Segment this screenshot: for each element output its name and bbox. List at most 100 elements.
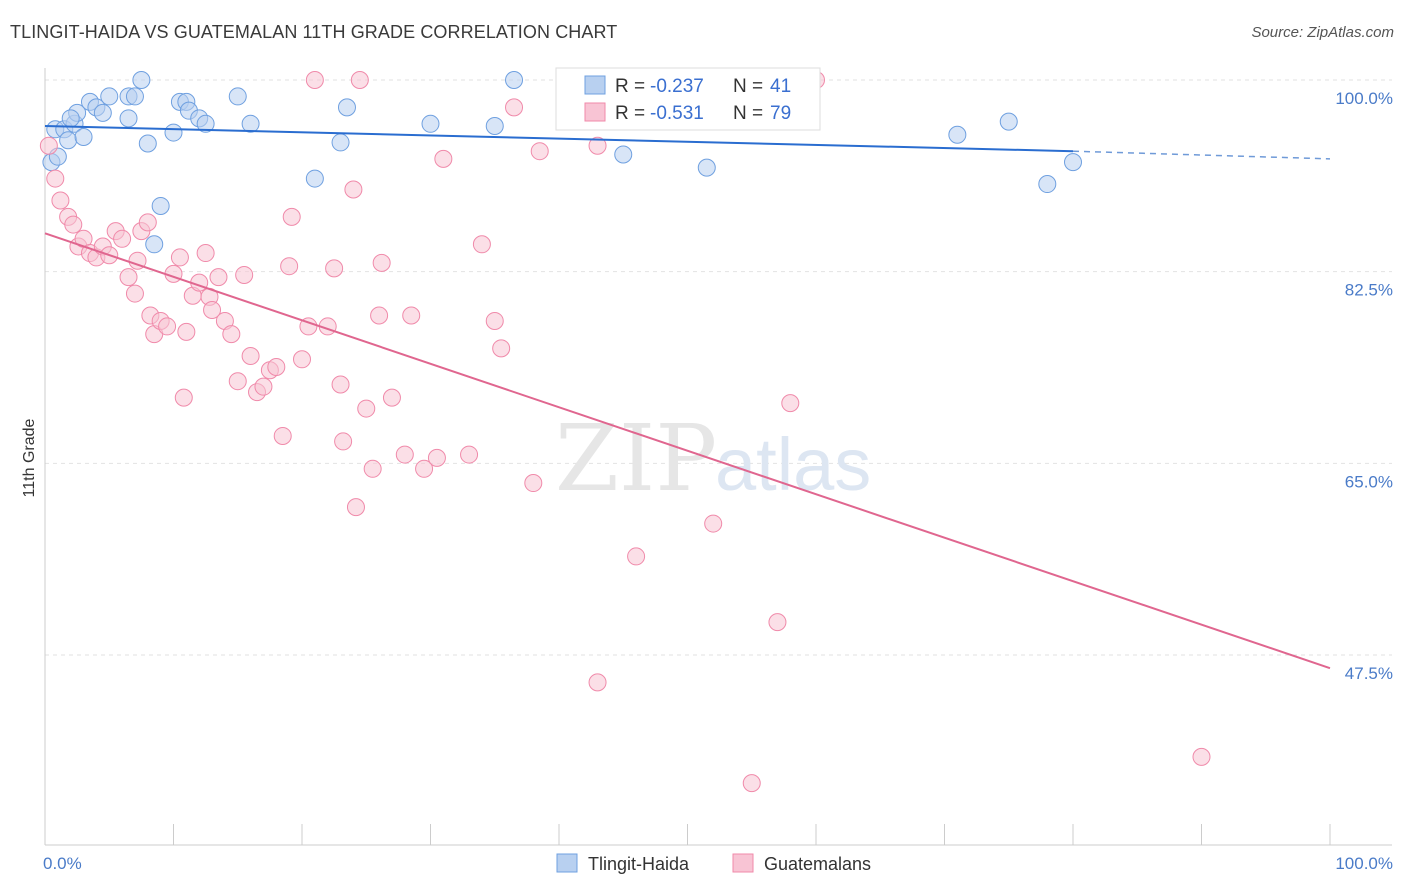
- guatemalans-point-77: [781, 394, 800, 413]
- bottom-legend-label-0: Tlingit-Haida: [588, 854, 690, 874]
- guatemalans-point-40: [267, 357, 286, 376]
- tlingit-haida-point-18: [164, 123, 183, 142]
- guatemalans-point-46: [305, 71, 324, 89]
- guatemalans-point-59: [395, 445, 414, 464]
- y-tick-label-3: 47.5%: [1345, 664, 1393, 683]
- guatemalans-point-68: [505, 98, 524, 117]
- guatemalans-point-54: [357, 399, 376, 418]
- legend-n-label-1: N =: [733, 103, 763, 124]
- guatemalans-point-58: [382, 388, 401, 407]
- guatemalans-point-1: [46, 169, 65, 188]
- legend-swatch-1: [584, 102, 606, 122]
- guatemalans-point-66: [485, 311, 504, 330]
- guatemalans-point-23: [170, 248, 189, 267]
- y-tick-labels: 100.0% 82.5% 65.0% 47.5%: [1335, 89, 1393, 683]
- tlingit-haida-point-34: [697, 158, 716, 177]
- guatemalans-point-31: [209, 268, 228, 287]
- guatemalans-point-62: [427, 448, 446, 467]
- tlingit-haida-point-25: [241, 114, 260, 133]
- tlingit-haida-point-33: [614, 145, 633, 164]
- bottom-legend-label-1: Guatemalans: [764, 854, 871, 874]
- x-tick-label-1: 100.0%: [1335, 854, 1393, 873]
- watermark: ZIP atlas: [555, 405, 871, 512]
- x-tick-labels: 0.0% 100.0%: [43, 854, 1393, 873]
- watermark-zip: ZIP: [555, 405, 717, 512]
- guatemalans-point-12: [113, 229, 132, 248]
- bottom-legend-swatch-0: [556, 853, 578, 873]
- guatemalans-point-76: [768, 613, 787, 632]
- guatemalans-point-43: [282, 207, 301, 226]
- guatemalans-point-75: [742, 774, 761, 793]
- guatemalans-point-73: [627, 547, 646, 566]
- guatemalans-point-45: [299, 317, 318, 336]
- legend: R = -0.237 N = 41 R = -0.531 N = 79: [555, 67, 821, 131]
- watermark-atlas: atlas: [715, 423, 871, 506]
- guatemalans-point-71: [588, 136, 607, 155]
- tlingit-haida-point-27: [331, 133, 350, 152]
- tlingit-haida-point-31: [505, 71, 524, 89]
- guatemalans-point-65: [472, 235, 491, 254]
- guatemalans-point-28: [196, 244, 215, 263]
- axes: [44, 68, 1392, 846]
- guatemalans-point-0: [39, 136, 58, 155]
- guatemalans-point-24: [174, 388, 193, 407]
- tlingit-haida-point-24: [228, 87, 247, 106]
- tlingit-haida-point-40: [61, 109, 80, 128]
- tlingit-haida-point-6: [74, 127, 93, 146]
- guatemalans-trend-line: [44, 232, 1331, 670]
- legend-n-value-0: 41: [770, 76, 791, 97]
- guatemalans-point-42: [280, 257, 299, 276]
- y-tick-label-0: 100.0%: [1335, 89, 1393, 108]
- guatemalans-point-35: [235, 265, 254, 284]
- y-tick-label-1: 82.5%: [1345, 281, 1393, 300]
- guatemalans-point-50: [334, 432, 353, 451]
- tlingit-haida-point-23: [196, 114, 215, 133]
- legend-r-value-1: -0.531: [650, 103, 704, 124]
- guatemalans-point-34: [228, 372, 247, 391]
- tlingit-haida-point-35: [948, 125, 967, 144]
- tlingit-haida-point-9: [93, 103, 112, 122]
- trend-lines: [44, 125, 1331, 670]
- y-axis-label: 11th Grade: [21, 418, 38, 497]
- guatemalans-point-14: [125, 284, 144, 303]
- guatemalans-point-64: [460, 445, 479, 464]
- chart-source: Source: ZipAtlas.com: [1251, 24, 1394, 41]
- legend-r-label-1: R =: [615, 103, 645, 124]
- chart-title: TLINGIT-HAIDA VS GUATEMALAN 11TH GRADE C…: [10, 22, 618, 42]
- guatemalans-point-48: [325, 259, 344, 278]
- tlingit-haida-point-26: [305, 169, 324, 188]
- legend-r-label-0: R =: [615, 76, 645, 97]
- tlingit-haida-point-36: [999, 112, 1018, 131]
- guatemalans-point-38: [254, 377, 273, 396]
- guatemalans-point-44: [293, 350, 311, 369]
- guatemalans-point-67: [492, 339, 511, 358]
- tlingit-haida-point-30: [485, 117, 504, 135]
- legend-n-value-1: 79: [770, 103, 791, 124]
- guatemalans-point-52: [346, 498, 365, 517]
- tlingit-haida-point-3: [59, 131, 78, 150]
- guatemalans-point-41: [273, 426, 292, 445]
- guatemalans-point-49: [331, 375, 350, 394]
- guatemalans-point-4: [64, 215, 83, 234]
- legend-r-value-0: -0.237: [650, 76, 704, 97]
- y-tick-label-2: 65.0%: [1345, 472, 1393, 491]
- guatemalans-point-57: [372, 253, 391, 272]
- guatemalans-point-74: [704, 514, 723, 533]
- guatemalans-point-69: [524, 474, 543, 493]
- tlingit-haida-point-29: [421, 114, 440, 133]
- guatemalans-point-63: [434, 149, 453, 168]
- bottom-legend-swatch-1: [732, 853, 754, 873]
- tlingit-haida-point-37: [1038, 175, 1057, 194]
- guatemalans-point-60: [402, 306, 421, 325]
- guatemalans-point-61: [415, 459, 434, 478]
- tlingit-haida-point-14: [132, 71, 151, 89]
- tlingit-haida-point-28: [337, 98, 356, 117]
- x-tick-label-0: 0.0%: [43, 854, 82, 873]
- guatemalans-point-70: [530, 142, 549, 161]
- tlingit-haida-point-38: [1064, 153, 1082, 172]
- tlingit-haida-trend-line: [44, 125, 1074, 153]
- guatemalans-point-2: [51, 191, 70, 210]
- guatemalans-point-51: [344, 180, 363, 199]
- tlingit-haida-point-15: [138, 134, 157, 153]
